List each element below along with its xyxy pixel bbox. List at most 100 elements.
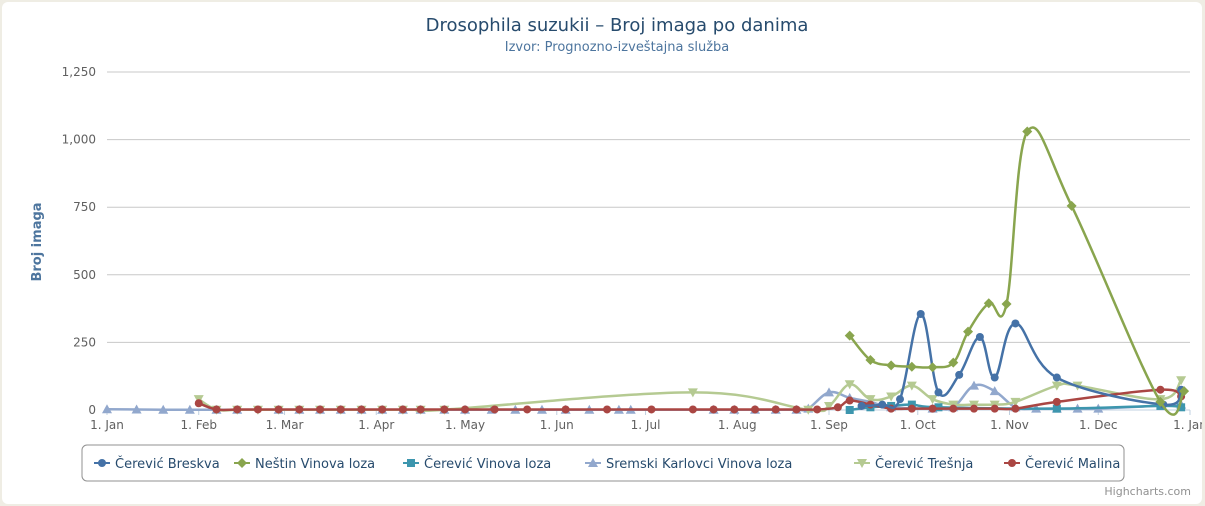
data-point <box>928 404 937 413</box>
y-axis-label: Broj imaga <box>30 202 45 281</box>
data-point <box>730 405 739 414</box>
legend-label: Čerević Vinova loza <box>424 456 551 472</box>
data-point <box>857 401 866 410</box>
data-point <box>1052 404 1061 413</box>
data-point <box>934 403 943 412</box>
legend-item[interactable]: Čerević Trešnja <box>854 456 973 472</box>
data-point <box>792 405 801 414</box>
data-point <box>461 405 470 414</box>
data-point <box>490 405 499 414</box>
data-point <box>416 405 425 414</box>
legend-label: Čerević Trešnja <box>875 456 973 472</box>
y-tick-label: 750 <box>73 200 96 214</box>
series-6 <box>194 385 1186 414</box>
data-point <box>886 392 897 402</box>
data-point <box>907 404 916 413</box>
data-point <box>983 298 994 309</box>
data-point <box>844 380 855 390</box>
data-point <box>934 388 943 397</box>
data-point <box>253 405 262 414</box>
legend-item[interactable]: Čerević Breskva <box>94 456 220 472</box>
data-point <box>274 405 283 414</box>
data-point <box>1155 396 1166 407</box>
chart-subtitle: Izvor: Prognozno-izveštajna služba <box>505 40 730 55</box>
x-tick-label: 1. Sep <box>810 418 848 432</box>
x-tick-label: 1. Oct <box>900 418 936 432</box>
data-point <box>687 388 698 398</box>
data-point <box>813 405 822 414</box>
series-1 <box>857 310 1186 410</box>
legend-marker <box>1008 459 1016 467</box>
series-line <box>848 126 1186 416</box>
x-tick-label: 1. Jul <box>631 418 661 432</box>
data-point <box>316 405 325 414</box>
data-point <box>771 405 780 414</box>
data-point <box>833 403 842 412</box>
legend-label: Čerević Breskva <box>115 456 220 472</box>
series-2 <box>844 126 1190 416</box>
data-point <box>647 405 656 414</box>
legend-marker <box>857 459 867 468</box>
data-point <box>878 400 887 409</box>
data-point <box>158 404 169 414</box>
data-point <box>1011 319 1020 328</box>
legend-item[interactable]: Čerević Vinova loza <box>403 456 551 472</box>
data-point <box>927 395 938 405</box>
data-point <box>963 326 974 337</box>
y-tick-label: 250 <box>73 335 96 349</box>
data-point <box>1066 200 1077 211</box>
x-tick-label: 1. Jun <box>540 418 574 432</box>
x-tick-label: 1. Apr <box>358 418 394 432</box>
plot-area <box>102 126 1190 416</box>
data-point <box>948 357 959 368</box>
data-point <box>1179 386 1190 397</box>
x-tick-label: 1. Jan <box>1173 418 1202 432</box>
data-point <box>906 381 917 391</box>
data-point <box>1176 376 1187 386</box>
data-point <box>1001 299 1012 310</box>
legend-item[interactable]: Čerević Malina <box>1004 456 1120 472</box>
data-point <box>1022 126 1033 137</box>
data-point <box>949 404 958 413</box>
data-point <box>907 400 916 409</box>
data-point <box>989 386 1000 396</box>
data-point <box>1051 381 1062 391</box>
legend-label: Neštin Vinova loza <box>255 457 375 472</box>
data-point <box>1052 397 1061 406</box>
data-point <box>1156 385 1165 394</box>
data-point <box>906 361 917 372</box>
legend-item[interactable]: Neštin Vinova loza <box>234 457 375 472</box>
legend: Čerević Breskva Neštin Vinova loza Čerević… <box>81 444 1125 482</box>
data-point <box>927 362 938 373</box>
data-point <box>688 405 697 414</box>
x-tick-label: 1. Aug <box>718 418 757 432</box>
data-point <box>233 405 242 414</box>
data-point <box>523 405 532 414</box>
legend-marker <box>98 459 106 467</box>
legend-label: Čerević Malina <box>1025 456 1120 472</box>
y-tick-label: 0 <box>88 403 96 417</box>
legend-marker <box>237 458 247 468</box>
data-point <box>1177 403 1186 412</box>
y-tick-label: 500 <box>73 268 96 282</box>
legend-item[interactable]: Sremski Karlovci Vinova loza <box>585 457 792 472</box>
legend-box <box>81 444 1125 482</box>
data-point <box>844 330 855 341</box>
data-point <box>845 396 854 405</box>
data-point <box>194 399 203 408</box>
data-point <box>896 395 905 404</box>
data-point <box>357 405 366 414</box>
data-point <box>709 405 718 414</box>
data-point <box>886 360 897 371</box>
x-tick-label: 1. Mar <box>266 418 304 432</box>
y-tick-label: 1,250 <box>62 65 96 79</box>
data-point <box>824 387 834 397</box>
credits-link[interactable]: Highcharts.com <box>1104 485 1191 498</box>
data-point <box>184 404 195 414</box>
grid-lines <box>107 71 1190 411</box>
y-tick-label: 1,000 <box>62 133 96 147</box>
data-point <box>969 404 978 413</box>
data-point <box>1011 404 1020 413</box>
